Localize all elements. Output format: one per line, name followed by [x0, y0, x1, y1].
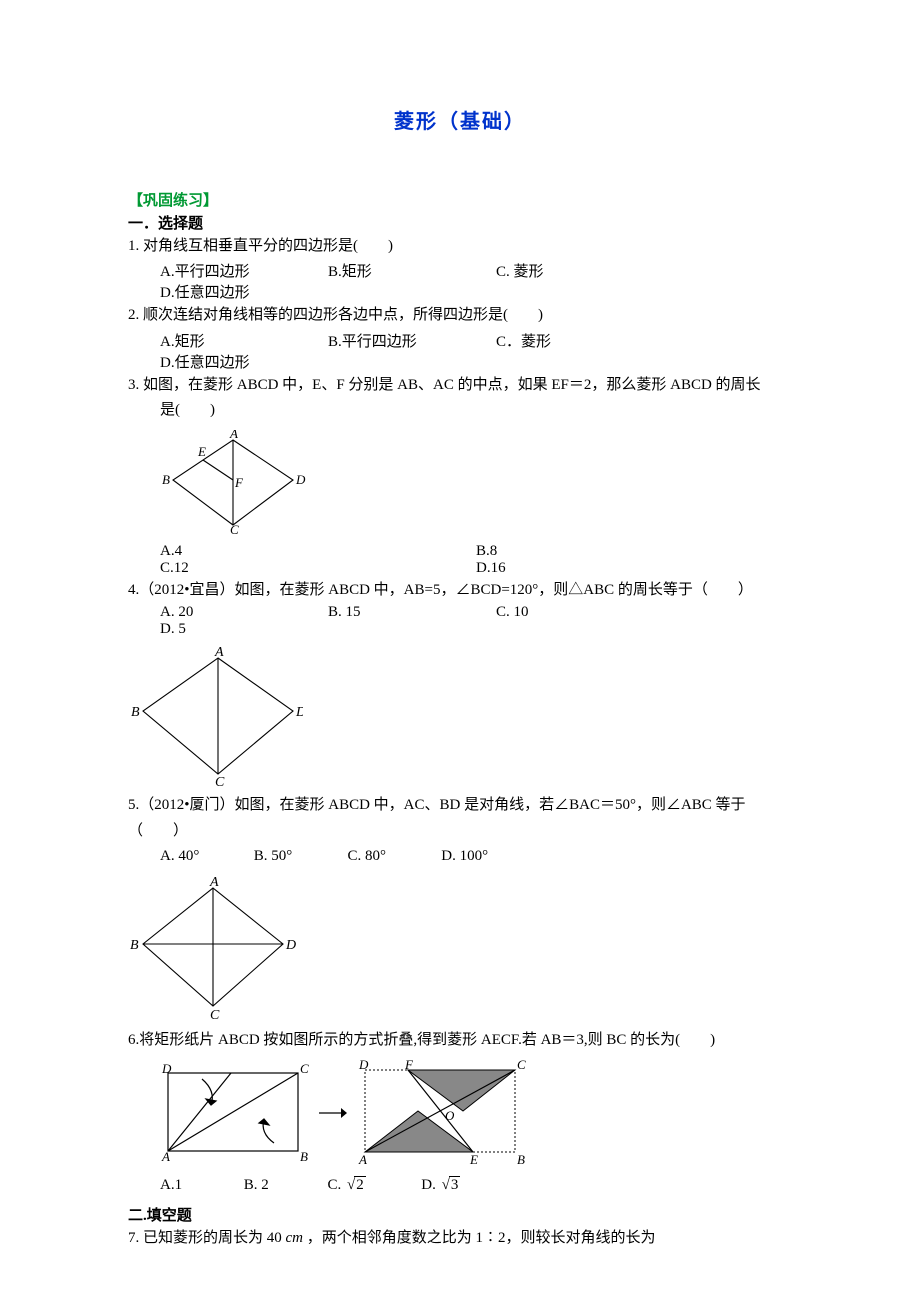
q7-unit: cm	[286, 1230, 304, 1246]
q4-opt-b: B. 15	[328, 604, 496, 621]
q5-opt-a: A. 40°	[160, 845, 250, 868]
q6r-label-a: A	[358, 1152, 367, 1167]
q7-stem-post: ，两个相邻角度数之比为 1∶2，则较长对角线的长为	[307, 1230, 656, 1246]
q3-label-b: B	[162, 472, 170, 487]
q5-label-d: D	[285, 938, 296, 953]
q4-options: A. 20 B. 15 C. 10 D. 5	[128, 604, 792, 638]
q1-options: A.平行四边形 B.矩形 C. 菱形 D.任意四边形	[128, 260, 792, 302]
q3-label-f: F	[234, 475, 244, 490]
q1-stem: 1. 对角线互相垂直平分的四边形是( )	[128, 235, 792, 258]
q4-opt-a: A. 20	[160, 604, 328, 621]
q5-opt-b: B. 50°	[254, 845, 344, 868]
q7-stem: 7. 已知菱形的周长为 40 cm ，两个相邻角度数之比为 1∶2，则较长对角线…	[128, 1227, 792, 1250]
q6-opt-d-val: 3	[449, 1176, 461, 1193]
q3-label-a: A	[229, 430, 238, 441]
q6l-label-a: A	[161, 1149, 170, 1164]
q4-label-a: A	[214, 646, 224, 660]
q4-opt-c: C. 10	[496, 604, 664, 621]
q3-opt-b: B.8	[476, 543, 792, 560]
q7-stem-pre: 7. 已知菱形的周长为 40	[128, 1230, 282, 1246]
q4-label-b: B	[131, 705, 140, 720]
q4-label-c: C	[215, 775, 225, 786]
q6-opt-c-prefix: C.	[328, 1177, 346, 1193]
practice-label: 【巩固练习】	[128, 189, 792, 210]
q2-opt-d: D.任意四边形	[160, 351, 328, 372]
q6-opt-d-prefix: D.	[421, 1177, 439, 1193]
q4-stem-text: 4.（2012•宜昌）如图，在菱形 ABCD 中，AB=5，∠BCD=120°，…	[128, 582, 753, 598]
q3-stem1: 3. 如图，在菱形 ABCD 中，E、F 分别是 AB、AC 的中点，如果 EF…	[128, 374, 792, 397]
q6r-label-c: C	[517, 1058, 526, 1072]
q3-opt-d: D.16	[476, 560, 792, 577]
q6-opt-c-val: 2	[354, 1176, 366, 1193]
q2-options: A.矩形 B.平行四边形 C．菱形 D.任意四边形	[128, 330, 792, 372]
q1-opt-d: D.任意四边形	[160, 281, 328, 302]
q6r-label-f: F	[404, 1058, 414, 1072]
q6-opt-a: A.1	[160, 1174, 240, 1197]
q6-options: A.1 B. 2 C. 2 D. 3	[128, 1174, 792, 1197]
q3-label-e: E	[197, 444, 206, 459]
mc-heading: 一．选择题	[128, 212, 792, 233]
q3-options-row2: C.12 D.16	[128, 560, 792, 577]
q3-opt-c: C.12	[160, 560, 476, 577]
q6l-label-d: D	[161, 1061, 172, 1076]
q2-opt-b: B.平行四边形	[328, 330, 496, 351]
q5-opt-c: C. 80°	[348, 845, 438, 868]
q4-opt-d: D. 5	[160, 621, 328, 638]
q2-opt-c: C．菱形	[496, 330, 664, 351]
q6r-label-b: B	[517, 1152, 525, 1167]
q1-opt-a: A.平行四边形	[160, 260, 328, 281]
fill-heading: 二.填空题	[128, 1204, 792, 1225]
q6r-label-e: E	[469, 1152, 478, 1167]
q1-opt-b: B.矩形	[328, 260, 496, 281]
q3-opt-a: A.4	[160, 543, 476, 560]
q6-figure: D C A B D F	[156, 1058, 792, 1168]
q2-stem: 2. 顺次连结对角线相等的四边形各边中点，所得四边形是( )	[128, 304, 792, 327]
q6-stem: 6.将矩形纸片 ABCD 按如图所示的方式折叠,得到菱形 AECF.若 AB＝3…	[128, 1029, 792, 1052]
q3-figure: A E B F D C	[158, 430, 792, 535]
q3-stem2: 是( )	[128, 399, 792, 422]
q4-stem: 4.（2012•宜昌）如图，在菱形 ABCD 中，AB=5，∠BCD=120°，…	[128, 579, 792, 602]
q5-opt-d: D. 100°	[441, 845, 531, 868]
q6r-label-o: O	[445, 1108, 455, 1123]
arrow-icon	[317, 1104, 347, 1122]
q3-options-row1: A.4 B.8	[128, 543, 792, 560]
q5-figure: A B D C	[128, 876, 792, 1021]
q6r-label-d: D	[358, 1058, 369, 1072]
q6-opt-c: C. 2	[328, 1174, 418, 1197]
q5-label-b: B	[130, 938, 139, 953]
q5-options: A. 40° B. 50° C. 80° D. 100°	[128, 845, 792, 868]
q5-stem2: （ ）	[128, 820, 792, 843]
q3-label-d: D	[295, 472, 306, 487]
q4-figure: A B D C	[128, 646, 792, 786]
q5-label-c: C	[210, 1008, 220, 1021]
q6l-label-b: B	[300, 1149, 308, 1164]
q4-label-d: D	[295, 705, 303, 720]
q6l-label-c: C	[300, 1061, 309, 1076]
q5-label-a: A	[209, 876, 219, 890]
q5-stem1: 5.（2012•厦门）如图，在菱形 ABCD 中，AC、BD 是对角线，若∠BA…	[128, 794, 792, 817]
page-title: 菱形（基础）	[128, 105, 792, 134]
q2-opt-a: A.矩形	[160, 330, 328, 351]
q6-opt-b: B. 2	[244, 1174, 324, 1197]
q6-opt-d: D. 3	[421, 1174, 511, 1197]
q3-label-c: C	[230, 522, 239, 535]
q1-opt-c: C. 菱形	[496, 260, 664, 281]
